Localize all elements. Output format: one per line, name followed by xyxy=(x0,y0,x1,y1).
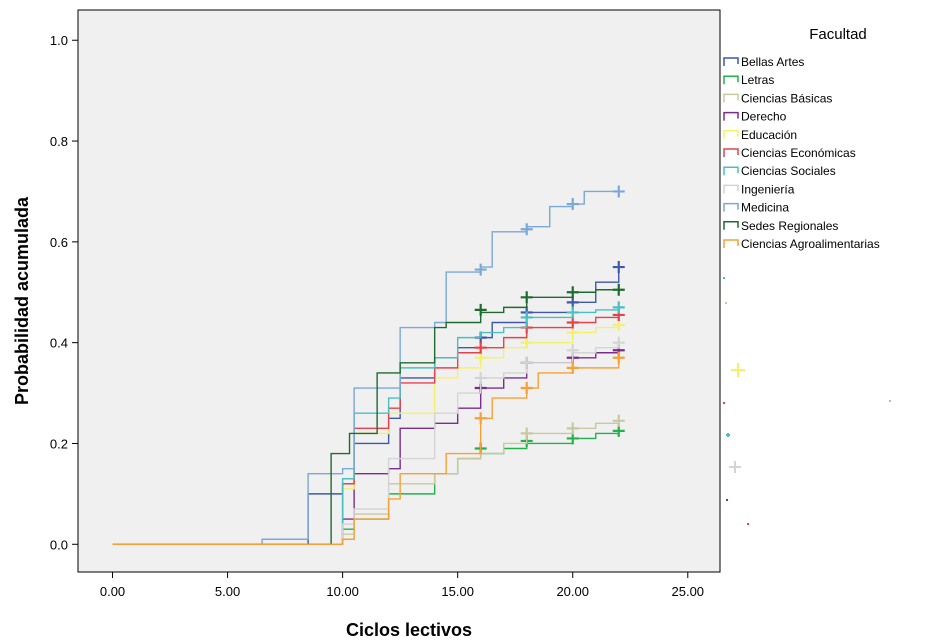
legend-swatch xyxy=(723,148,739,157)
stray-plus-mark xyxy=(889,400,891,402)
legend-swatch xyxy=(723,130,739,139)
censor-mark xyxy=(612,319,625,332)
stray-plus-mark xyxy=(729,461,741,473)
legend-label: Ciencias Económicas xyxy=(741,146,856,160)
y-tick-label: 0.6 xyxy=(50,235,68,250)
legend: Bellas Artes Letras Ciencias Básicas Derech… xyxy=(723,55,880,251)
censor-mark xyxy=(566,286,579,299)
censor-mark xyxy=(566,306,579,319)
censor-mark xyxy=(474,303,487,316)
censor-mark xyxy=(520,427,533,440)
censor-mark xyxy=(566,432,579,445)
censor-mark xyxy=(612,261,625,274)
censor-mark xyxy=(474,263,487,276)
legend-label: Letras xyxy=(741,73,774,87)
legend-swatch xyxy=(723,239,739,248)
censor-mark xyxy=(612,336,625,349)
censor-mark xyxy=(474,341,487,354)
x-tick-label: 10.00 xyxy=(326,584,359,599)
censor-mark xyxy=(474,412,487,425)
x-tick-label: 0.00 xyxy=(100,584,125,599)
y-tick-label: 0.2 xyxy=(50,436,68,451)
censor-mark xyxy=(566,361,579,374)
censor-mark xyxy=(612,283,625,296)
censor-mark xyxy=(520,223,533,236)
censor-mark xyxy=(520,291,533,304)
censor-mark xyxy=(566,326,579,339)
x-tick-label: 25.00 xyxy=(672,584,705,599)
legend-swatch xyxy=(723,93,739,103)
legend-label: Ciencias Básicas xyxy=(741,91,832,105)
censor-mark xyxy=(566,198,579,211)
censor-mark xyxy=(474,351,487,364)
censor-mark xyxy=(612,414,625,427)
legend-label: Educación xyxy=(741,128,797,142)
censor-mark xyxy=(612,424,625,437)
censor-mark xyxy=(520,356,533,369)
censor-mark xyxy=(566,344,579,357)
legend-swatch xyxy=(723,221,739,230)
x-tick-label: 15.00 xyxy=(441,584,474,599)
y-tick-label: 1.0 xyxy=(50,33,68,48)
stray-plus-mark xyxy=(731,363,745,377)
stray-plus-mark xyxy=(723,277,725,279)
series-layer xyxy=(112,185,625,545)
x-axis-title: Ciclos lectivos xyxy=(346,620,472,640)
legend-swatch xyxy=(723,184,739,194)
censor-mark xyxy=(520,311,533,324)
series-line-10 xyxy=(112,357,620,545)
stray-plus-mark xyxy=(723,402,725,404)
axes-layer: 0.0 0.2 0.4 0.6 0.8 1.0 0.00 5.00 10.00 15.00 20.0… xyxy=(50,33,704,599)
legend-label: Derecho xyxy=(741,110,787,124)
censor-mark xyxy=(612,185,625,198)
x-tick-label: 5.00 xyxy=(215,584,240,599)
legend-swatch xyxy=(723,57,739,66)
legend-swatch xyxy=(723,75,739,85)
stray-marks xyxy=(723,277,891,525)
censor-mark xyxy=(520,336,533,349)
legend-label: Ciencias Agroalimentarias xyxy=(741,237,880,251)
censor-mark xyxy=(566,316,579,329)
stray-plus-mark xyxy=(726,499,728,501)
y-axis-title: Probabilidad acumulada xyxy=(12,196,32,405)
legend-title: Facultad xyxy=(809,26,867,43)
censor-mark xyxy=(566,296,579,309)
stray-plus-mark xyxy=(726,433,730,437)
censor-mark xyxy=(566,422,579,435)
stray-plus-mark xyxy=(725,302,727,304)
censor-mark xyxy=(474,371,487,384)
stray-plus-mark xyxy=(747,523,749,525)
legend-label: Sedes Regionales xyxy=(741,219,838,233)
censor-mark xyxy=(520,382,533,395)
legend-label: Bellas Artes xyxy=(741,55,804,69)
legend-label: Medicina xyxy=(741,201,789,215)
legend-swatch xyxy=(723,202,739,212)
legend-label: Ciencias Sociales xyxy=(741,164,836,178)
series-line-7 xyxy=(112,342,620,545)
y-tick-label: 0.4 xyxy=(50,336,68,351)
y-tick-label: 0.8 xyxy=(50,134,68,149)
y-tick-label: 0.0 xyxy=(50,537,68,552)
series-line-8 xyxy=(112,190,619,545)
legend-swatch xyxy=(723,111,739,121)
legend-label: Ingeniería xyxy=(741,182,795,196)
plot-area xyxy=(77,9,721,573)
x-tick-label: 20.00 xyxy=(556,584,589,599)
censor-mark xyxy=(612,301,625,314)
censor-mark xyxy=(612,351,625,364)
legend-swatch xyxy=(723,166,739,176)
